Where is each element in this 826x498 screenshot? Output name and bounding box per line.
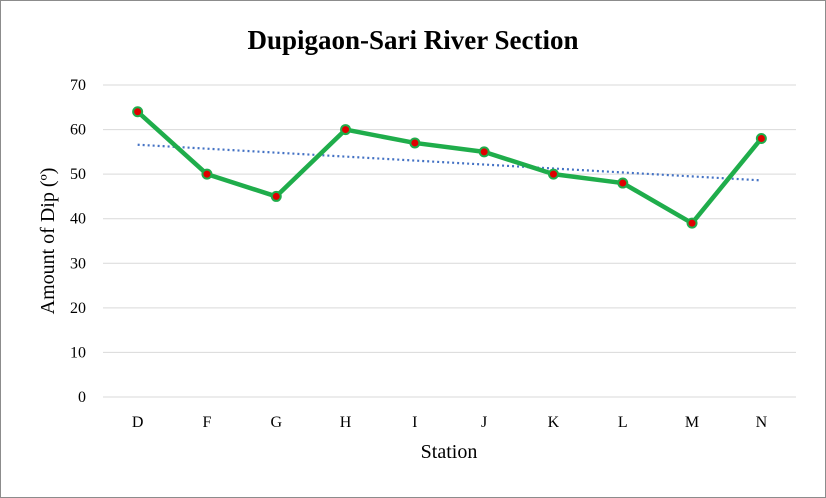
series-group <box>136 110 764 226</box>
data-point <box>617 177 629 189</box>
x-tick-label: M <box>685 414 699 431</box>
data-point <box>340 124 352 136</box>
x-tick-label: K <box>548 414 560 431</box>
data-point <box>755 132 767 144</box>
x-tick-label: H <box>340 414 352 431</box>
data-point <box>478 146 490 158</box>
y-axis-label: Amount of Dip (º) <box>37 168 59 315</box>
x-tick-label: I <box>412 414 417 431</box>
data-point <box>132 106 144 118</box>
y-tick-label: 30 <box>70 255 86 272</box>
x-tick-label: J <box>481 414 487 431</box>
y-axis-ticks: 0 10 20 30 40 50 60 70 <box>70 77 86 406</box>
data-point <box>409 137 421 149</box>
x-tick-label: F <box>202 414 211 431</box>
trendline-group <box>137 143 762 182</box>
y-tick-label: 50 <box>70 166 86 183</box>
y-tick-label: 40 <box>70 211 86 228</box>
y-tick-label: 70 <box>70 77 86 94</box>
x-tick-label: L <box>618 414 628 431</box>
x-tick-label: N <box>756 414 768 431</box>
gridlines <box>103 84 796 398</box>
data-point <box>547 168 559 180</box>
x-tick-label: D <box>132 414 144 431</box>
trendline <box>137 143 762 182</box>
data-point <box>201 168 213 180</box>
x-tick-label: G <box>270 414 282 431</box>
x-axis-label: Station <box>421 441 478 463</box>
markers-group <box>132 106 767 229</box>
y-tick-label: 0 <box>78 389 86 406</box>
y-tick-label: 20 <box>70 300 86 317</box>
chart-title: Dupigaon-Sari River Section <box>247 25 578 55</box>
data-point <box>270 190 282 202</box>
y-tick-label: 60 <box>70 122 86 139</box>
data-point <box>686 217 698 229</box>
series-line <box>136 110 764 226</box>
y-tick-label: 10 <box>70 344 86 361</box>
